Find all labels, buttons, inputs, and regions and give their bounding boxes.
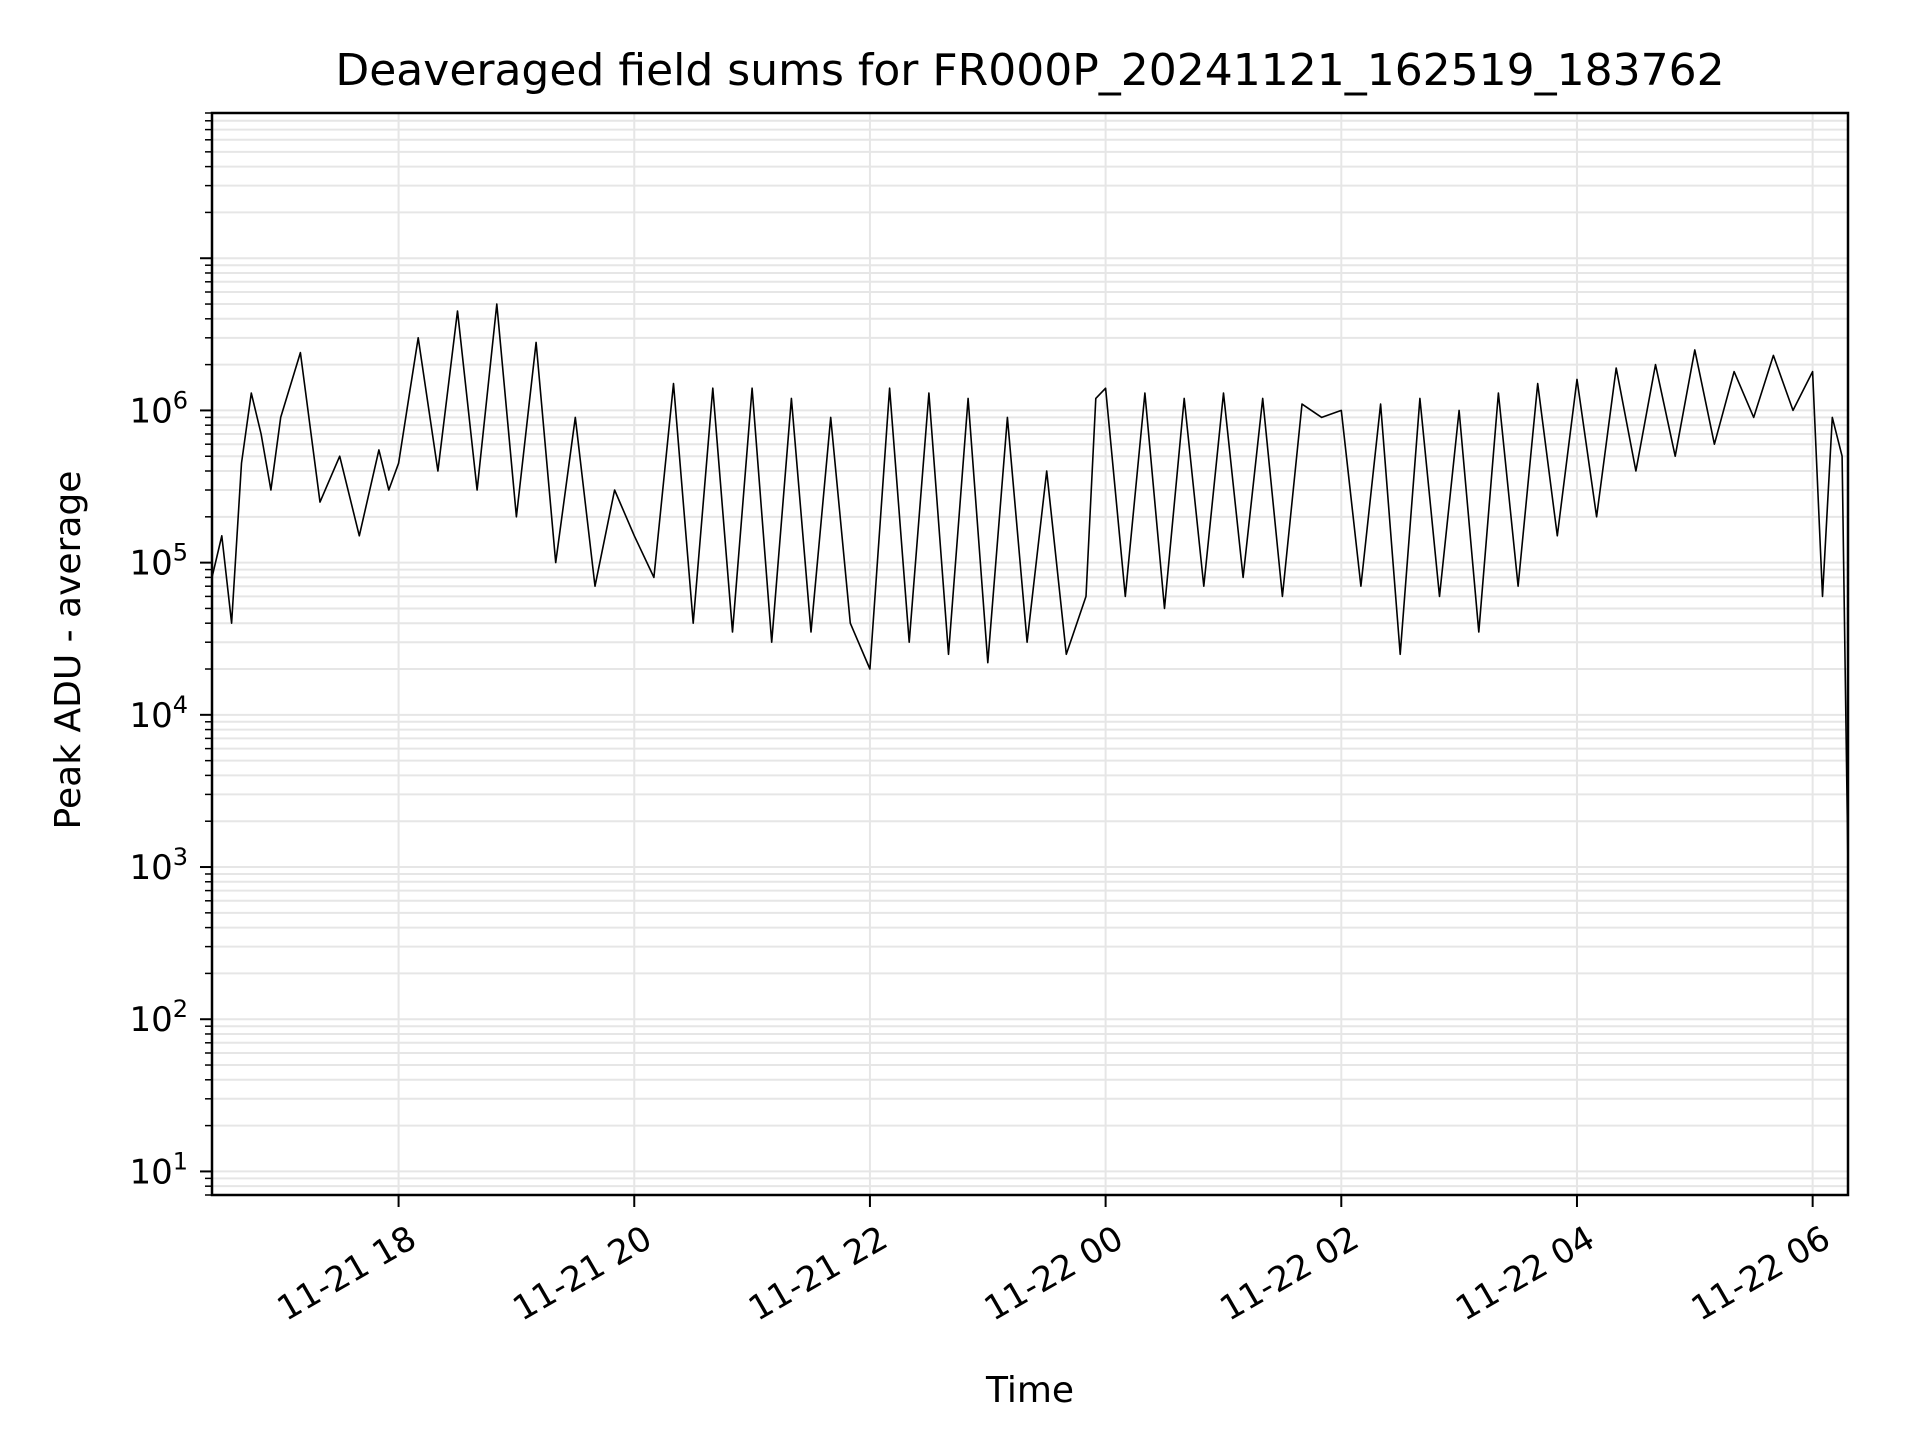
- series-line: [211, 303, 1849, 868]
- plot-frame: [210, 111, 1850, 1197]
- y-tick-label: 106: [129, 386, 188, 431]
- x-axis-label: Time: [985, 1370, 1074, 1411]
- y-tick-label: 103: [129, 843, 188, 888]
- chart-title: Deaveraged field sums for FR000P_2024112…: [335, 45, 1724, 96]
- y-tick-label: 101: [129, 1147, 188, 1192]
- y-tick-label: 105: [129, 539, 188, 584]
- y-axis-label: Peak ADU - average: [48, 471, 89, 830]
- y-tick-label: 104: [129, 691, 188, 736]
- series-layer: [211, 303, 1849, 868]
- y-tick-label: 102: [129, 995, 188, 1040]
- grid-lines: [212, 112, 1848, 1196]
